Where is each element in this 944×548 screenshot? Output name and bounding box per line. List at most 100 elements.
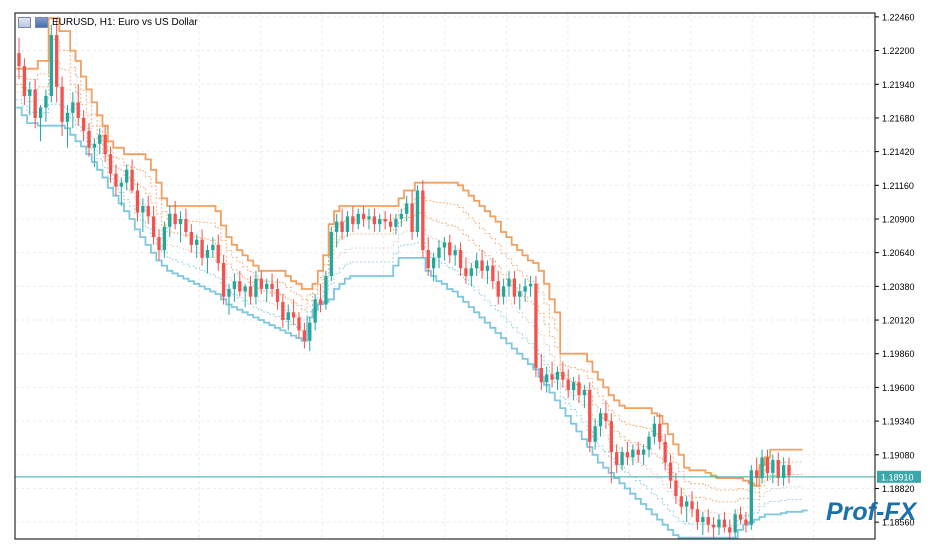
candle-body	[394, 218, 398, 227]
candle-body	[291, 312, 296, 318]
candle-body	[28, 89, 32, 96]
candle-body	[125, 169, 129, 183]
candle-body	[254, 278, 258, 297]
bands	[16, 17, 808, 539]
y-tick-label: 1.20900	[882, 214, 915, 224]
candle-body	[17, 53, 21, 67]
y-tick-label: 1.20120	[882, 316, 915, 326]
candle-body	[749, 470, 753, 525]
y-tick-label: 1.18560	[882, 518, 915, 528]
candle-body	[593, 426, 597, 442]
candle-body	[60, 86, 64, 122]
candle-body	[717, 519, 721, 528]
candle-body	[496, 281, 500, 297]
candle-body	[410, 203, 414, 232]
candle-body	[528, 283, 533, 287]
candle-body	[475, 260, 479, 269]
candle-body	[248, 286, 253, 297]
y-tick-label: 1.19860	[882, 349, 915, 359]
candle-body	[275, 288, 280, 302]
candle-body	[518, 291, 522, 297]
candle-body	[383, 218, 387, 222]
candle-body	[44, 95, 48, 108]
candle-body	[421, 190, 425, 251]
candle-body	[437, 247, 441, 258]
plot-frame	[14, 12, 876, 540]
candle-body	[178, 218, 183, 225]
candle-body	[555, 371, 560, 380]
candle-body	[98, 134, 102, 144]
price-axis: 1.22460 1.22200 1.21940 1.21680 1.21420 1.211…	[875, 12, 915, 528]
candle-body	[598, 413, 603, 427]
candles	[17, 18, 791, 539]
candle-body	[588, 390, 592, 442]
candle-body	[216, 244, 220, 264]
candle-body	[781, 465, 786, 479]
candle-body	[744, 519, 748, 525]
candle-body	[620, 452, 624, 466]
candle-body	[227, 288, 231, 297]
candle-body	[615, 452, 619, 466]
upper-band-line	[16, 17, 803, 487]
candle-body	[367, 216, 371, 219]
chart-window-icon[interactable]	[18, 17, 31, 28]
candle-body	[130, 169, 134, 191]
candle-body	[776, 459, 780, 479]
candle-body	[335, 221, 339, 232]
candle-body	[329, 231, 333, 276]
candle-body	[609, 421, 613, 453]
candle-body	[448, 242, 452, 256]
band-level-1	[16, 39, 803, 494]
candle-body	[625, 452, 630, 458]
candle-body	[663, 441, 667, 463]
candle-body	[534, 283, 538, 368]
candle-body	[114, 173, 118, 187]
candle-body	[205, 250, 210, 258]
candle-body	[76, 102, 80, 118]
current-price-label: 1.18910	[881, 472, 914, 482]
candle-body	[313, 299, 317, 323]
y-tick-label: 1.22200	[882, 46, 915, 56]
candle-body	[679, 496, 683, 507]
candle-body	[647, 436, 651, 450]
candle-body	[243, 286, 247, 292]
chart-title: EURUSD, H1: Euro vs US Dollar	[52, 17, 198, 28]
candle-body	[550, 374, 554, 380]
watermark-logo: Prof-FX	[826, 498, 917, 526]
candle-body	[523, 286, 527, 292]
lower-band-line	[16, 106, 808, 539]
candle-body	[211, 244, 215, 251]
candle-body	[146, 206, 150, 217]
candle-body	[561, 371, 565, 380]
candle-body	[787, 465, 791, 476]
candle-body	[372, 216, 377, 225]
candle-body	[232, 281, 237, 289]
candle-body	[711, 524, 716, 528]
candle-body	[701, 516, 705, 523]
candle-body	[765, 457, 770, 473]
band-level-3	[16, 82, 803, 515]
y-tick-label: 1.21160	[882, 181, 914, 191]
candle-body	[318, 299, 323, 305]
candle-body	[631, 449, 635, 458]
candle-body	[259, 278, 263, 289]
candle-body	[738, 514, 743, 520]
candle-body	[426, 250, 430, 269]
candle-body	[108, 154, 113, 174]
candle-body	[141, 206, 145, 213]
chart-window-icon-alt[interactable]	[35, 17, 48, 28]
candle-body	[480, 260, 484, 271]
y-tick-label: 1.21420	[882, 147, 915, 157]
y-tick-label: 1.19600	[882, 383, 915, 393]
candle-body	[87, 130, 91, 148]
candle-body	[340, 221, 344, 232]
candle-body	[221, 263, 226, 297]
candle-body	[297, 317, 301, 331]
candle-body	[65, 112, 70, 122]
grid	[15, 13, 875, 539]
candle-body	[405, 203, 409, 214]
candle-body	[491, 265, 495, 282]
candle-body	[695, 509, 700, 523]
candle-body	[308, 322, 312, 341]
